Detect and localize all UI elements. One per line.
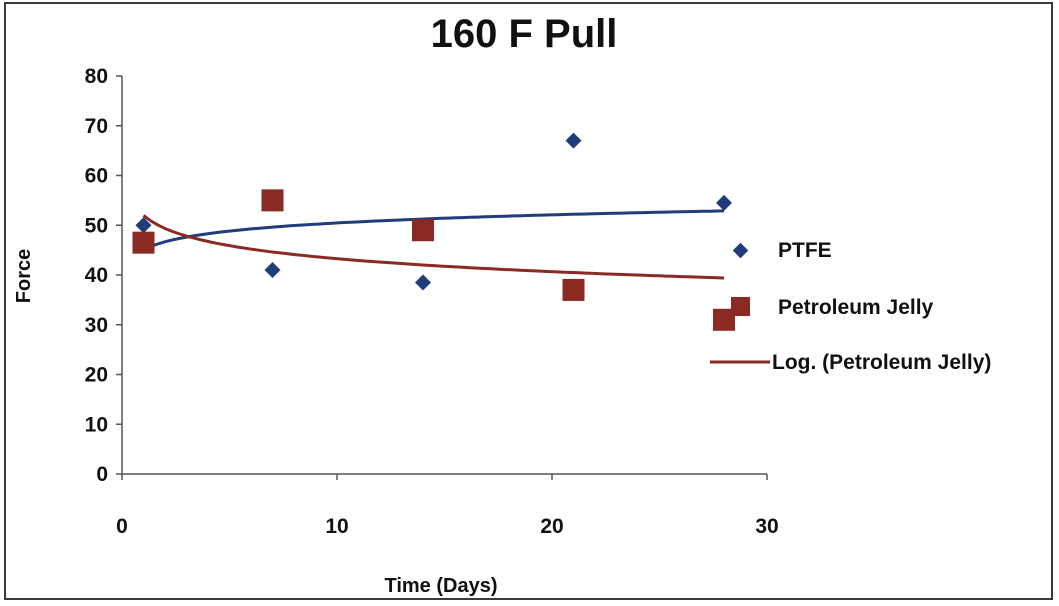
legend-marker-ptfe	[732, 242, 749, 259]
y-tick-label: 20	[85, 364, 108, 387]
y-axis-label: Force	[13, 249, 35, 303]
y-tick-label: 50	[85, 214, 108, 237]
legend: PTFE Petroleum Jelly Log. (Petroleum Jel…	[710, 239, 991, 374]
legend-label-log-petroleum-jelly: Log. (Petroleum Jelly)	[772, 351, 991, 374]
marker-series-1	[132, 231, 155, 254]
marker-series-0	[135, 217, 152, 234]
legend-label-ptfe: PTFE	[778, 239, 832, 262]
trendline-series-1	[142, 214, 725, 280]
y-tick-label: 80	[85, 65, 108, 88]
x-tick-label: 20	[540, 515, 563, 538]
marker-series-1	[412, 219, 434, 242]
trendline-series-0	[142, 209, 725, 252]
chart-frame	[4, 2, 1053, 600]
x-axis-ticks: 0 10 20 30	[116, 474, 779, 538]
y-tick-label: 30	[85, 314, 108, 337]
marker-series-0	[264, 262, 281, 279]
y-tick-label: 0	[96, 463, 108, 486]
y-axis-ticks: 0 10 20 30 40 50 60 70 80	[85, 65, 122, 486]
x-tick-label: 0	[116, 515, 128, 538]
data-markers	[132, 132, 735, 331]
y-tick-label: 70	[85, 115, 108, 138]
x-tick-label: 10	[325, 515, 348, 538]
marker-series-1	[713, 308, 735, 331]
y-tick-label: 40	[85, 264, 108, 287]
marker-series-0	[716, 194, 732, 211]
x-tick-label: 30	[755, 515, 778, 538]
legend-label-petroleum-jelly: Petroleum Jelly	[778, 296, 934, 319]
legend-marker-petroleum-jelly	[731, 297, 750, 316]
trendlines	[142, 209, 725, 280]
marker-series-1	[261, 189, 284, 212]
x-axis-label: Time (Days)	[384, 575, 497, 597]
y-tick-label: 10	[85, 413, 108, 436]
marker-series-0	[415, 274, 431, 291]
chart-title: 160 F Pull	[431, 12, 618, 56]
y-tick-label: 60	[85, 165, 108, 188]
marker-series-1	[562, 278, 585, 301]
marker-series-0	[565, 132, 582, 149]
